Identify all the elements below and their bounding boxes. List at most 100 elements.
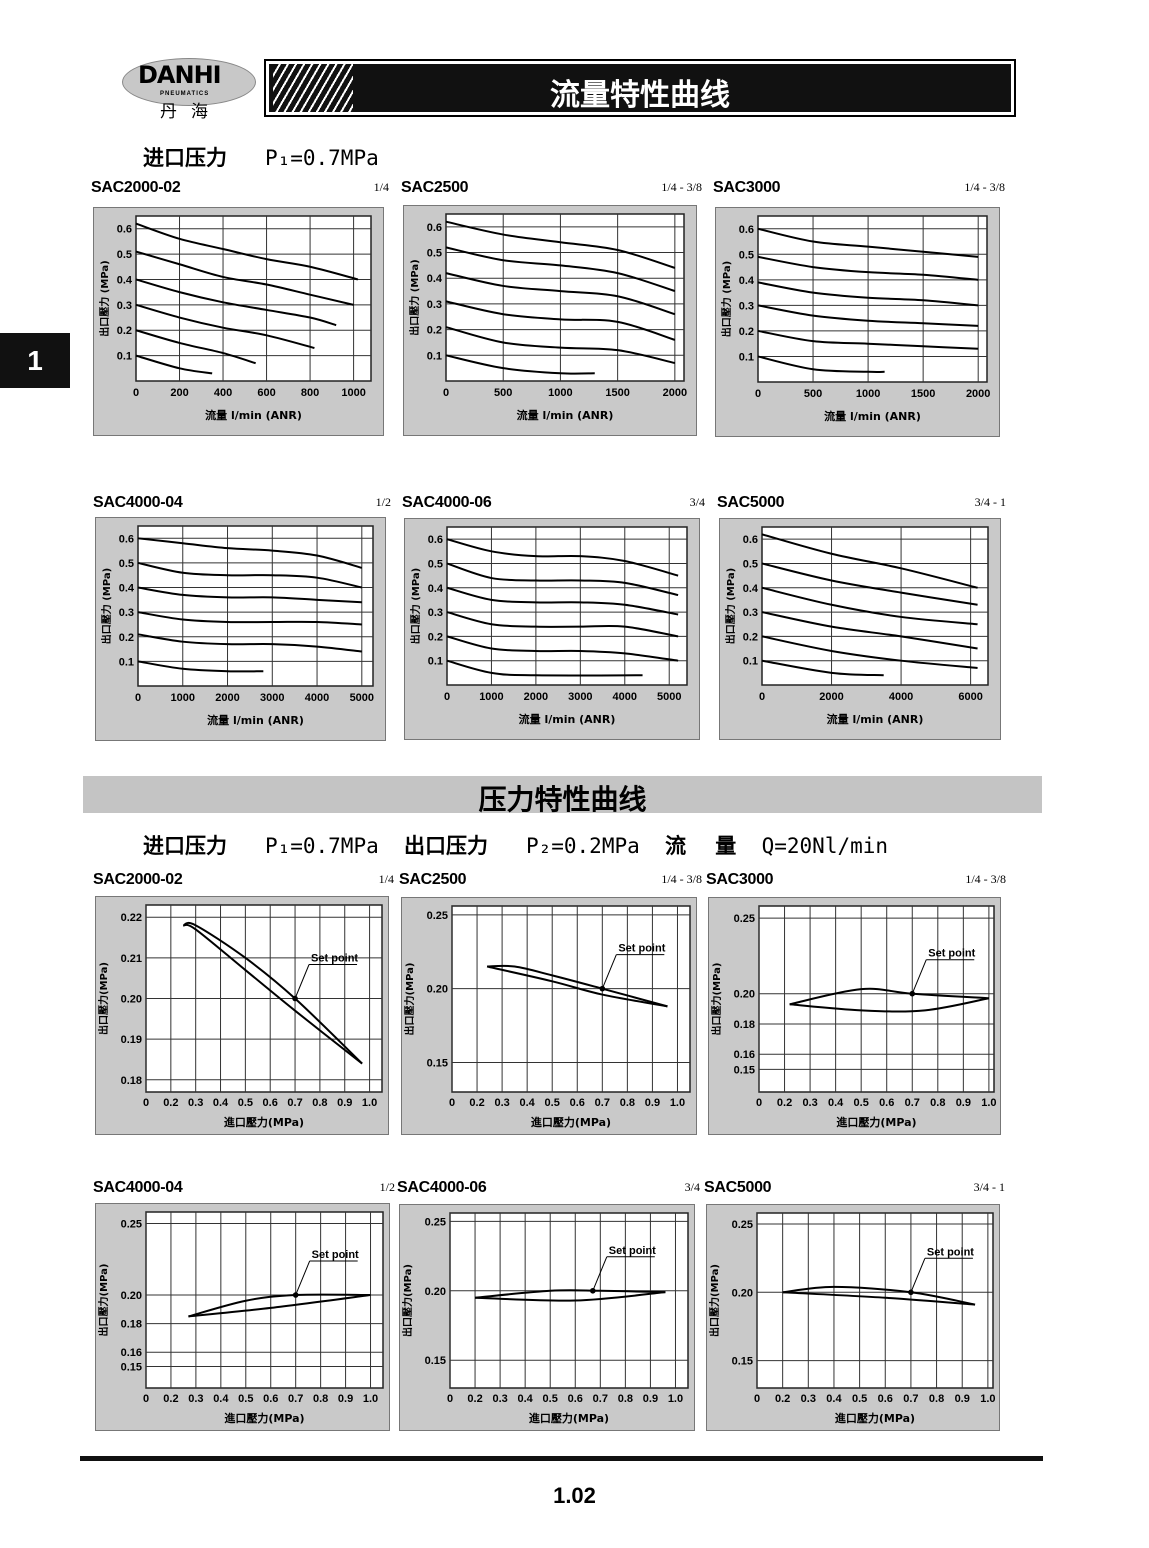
pressure-section-title: 压力特性曲线	[478, 783, 647, 816]
x-tick-label: 0.6	[570, 1097, 585, 1109]
x-tick-label: 0.4	[518, 1393, 534, 1405]
x-tick-label: 0.4	[828, 1097, 844, 1109]
y-tick-label: 0.20	[427, 984, 448, 996]
x-tick-label: 0.6	[879, 1097, 894, 1109]
y-tick-label: 0.18	[734, 1019, 755, 1031]
series-curve-5	[761, 635, 978, 669]
set-point-label: Set point	[927, 1246, 974, 1258]
port-size-label: 1/4 - 3/8	[965, 872, 1006, 886]
x-tick-label: 0.5	[854, 1097, 869, 1109]
series-curve-5	[445, 326, 676, 364]
port-size-label: 1/4	[373, 180, 389, 194]
chart-svg: 0 0.2 0.3 0.4 0.5 0.6 0.7 0.8 0.9 1.0 0.15 0.16 0.18…	[710, 905, 997, 1129]
y-tick-label: 0.18	[121, 1319, 142, 1331]
y-tick-label: 0.1	[117, 351, 132, 363]
inlet-pressure-value: P₁=0.7MPa	[264, 146, 379, 170]
logo-oval	[122, 58, 256, 106]
chart-svg: 0 0.2 0.3 0.4 0.5 0.6 0.7 0.8 0.9 1.0 0.15 0.20 0.25…	[401, 1212, 689, 1425]
y-tick-label: 0.16	[734, 1049, 755, 1061]
x-tick-label: 1000	[341, 387, 365, 399]
x-tick-label: 0.4	[213, 1097, 229, 1109]
x-tick-label: 0.7	[288, 1393, 303, 1405]
port-size-label: 3/4 - 1	[974, 495, 1006, 509]
x-tick-label: 0.5	[238, 1393, 253, 1405]
x-tick-label: 1.0	[362, 1097, 377, 1109]
y-tick-label: 0.1	[427, 350, 442, 362]
x-tick-label: 0.9	[337, 1097, 352, 1109]
x-tick-label: 0.4	[213, 1393, 229, 1405]
y-tick-label: 0.5	[117, 249, 132, 261]
series-curve-5	[446, 635, 679, 662]
x-tick-label: 0.5	[238, 1097, 253, 1109]
chart-svg: 0 2000 4000 6000 0.1 0.2 0.3 0.4 0.5 0.6 流量 l/min …	[724, 526, 989, 726]
set-point-label: Set point	[311, 953, 358, 965]
series-curve-6	[446, 659, 643, 677]
y-tick-label: 0.25	[425, 1216, 446, 1228]
x-tick-label: 0.7	[593, 1393, 608, 1405]
x-axis-label: 進口壓力(MPa)	[835, 1411, 915, 1425]
flow-value: Q=20Nl/min	[761, 834, 889, 858]
x-tick-label: 6000	[958, 691, 982, 703]
port-size-label: 3/4	[689, 495, 705, 509]
x-axis-label: 進口壓力(MPa)	[529, 1411, 609, 1425]
x-tick-label: 0	[444, 691, 450, 703]
set-point-leader	[911, 959, 927, 994]
x-tick-label: 0.6	[878, 1393, 893, 1405]
series-curve-2	[486, 965, 668, 1008]
chart-svg: 0 0.2 0.3 0.4 0.5 0.6 0.7 0.8 0.9 1.0 0.15 0.20 0.25…	[708, 1212, 996, 1425]
y-tick-label: 0.6	[117, 224, 132, 236]
port-size-label: 1/4 - 3/8	[661, 872, 702, 886]
y-tick-label: 0.6	[428, 534, 443, 546]
chapter-tab: 1	[0, 333, 70, 388]
y-tick-label: 0.2	[427, 325, 442, 337]
y-tick-label: 0.25	[734, 913, 755, 925]
x-axis-label: 流量 l/min (ANR)	[519, 712, 616, 726]
series-curve-3	[135, 278, 337, 327]
pressure-conditions: 进口压力 P₁=0.7MPa 出口压力 P₂=0.2MPa 流 量 Q=20Nl…	[143, 830, 888, 860]
series-curve-3	[445, 272, 676, 316]
chart-svg: 0 1000 2000 3000 4000 5000 0.1 0.2 0.3 0.4 0.5 0.6 流…	[100, 525, 374, 727]
x-tick-label: 0.3	[801, 1393, 816, 1405]
series-curve-5	[137, 633, 362, 653]
x-tick-label: 0.2	[467, 1393, 482, 1405]
y-tick-label: 0.15	[121, 1362, 142, 1374]
chart-title: SAC2000-02	[91, 179, 181, 196]
chart-panel: 0 0.2 0.3 0.4 0.5 0.6 0.7 0.8 0.9 1.0 0.15 0.16 0.18…	[95, 1203, 390, 1431]
y-tick-label: 0.2	[428, 631, 443, 643]
x-tick-label: 1500	[911, 388, 935, 400]
x-tick-label: 600	[257, 387, 275, 399]
title-bar-fill: 流量特性曲线	[269, 64, 1011, 113]
y-tick-label: 0.20	[121, 1290, 142, 1302]
plot-area	[135, 215, 372, 382]
chart-panel: 0 200 400 600 800 1000 0.1 0.2 0.3 0.4 0.5 0.6 流量 l/…	[93, 207, 384, 436]
series-curve-1	[487, 964, 668, 1008]
x-tick-label: 0	[443, 387, 449, 399]
chart-panel: 0 1000 2000 3000 4000 5000 0.1 0.2 0.3 0.4 0.5 0.6 流…	[404, 518, 700, 740]
x-tick-label: 0	[759, 691, 765, 703]
y-axis-label: 出口壓力 (MPa)	[100, 568, 113, 644]
x-tick-label: 1500	[605, 387, 629, 399]
y-tick-label: 0.2	[739, 326, 754, 338]
plot-area	[445, 213, 685, 382]
x-tick-label: 0.4	[520, 1097, 536, 1109]
port-size-label: 1/4 - 3/8	[964, 180, 1005, 194]
outlet-value: P₂=0.2MPa	[525, 834, 640, 858]
y-tick-label: 0.1	[428, 656, 443, 668]
y-tick-label: 0.3	[428, 607, 443, 619]
x-tick-label: 0.7	[903, 1393, 918, 1405]
chart-svg: 0 200 400 600 800 1000 0.1 0.2 0.3 0.4 0.5 0.6 流量 l/…	[98, 215, 372, 422]
x-tick-label: 0.3	[188, 1393, 203, 1405]
x-tick-label: 1000	[171, 692, 195, 704]
x-tick-label: 1.0	[981, 1097, 996, 1109]
series-curve-6	[757, 355, 885, 373]
x-tick-label: 4000	[305, 692, 329, 704]
y-axis-label: 出口壓力 (MPa)	[98, 260, 111, 336]
x-axis-label: 進口壓力(MPa)	[531, 1115, 611, 1129]
plot-area	[451, 905, 691, 1093]
x-tick-label: 1.0	[980, 1393, 995, 1405]
series-curve-4	[137, 611, 362, 626]
plot-area	[145, 1211, 384, 1389]
set-point-label: Set point	[618, 943, 665, 955]
chart-title: SAC4000-06	[397, 1179, 487, 1196]
set-point-leader	[601, 954, 617, 989]
